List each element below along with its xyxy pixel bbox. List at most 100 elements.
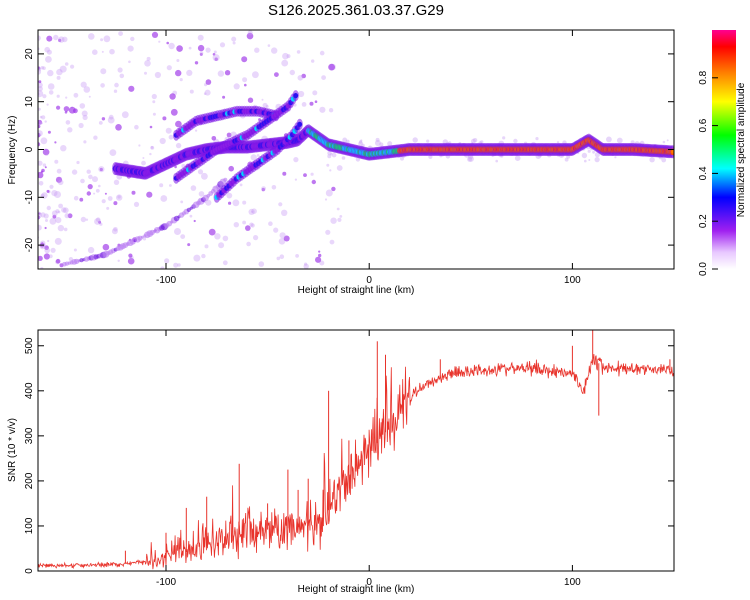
noise-speckle	[203, 92, 207, 95]
noise-speckle	[55, 217, 62, 224]
noise-speckle	[117, 259, 120, 262]
noise-speckle	[330, 217, 337, 224]
noise-speckle	[58, 36, 65, 43]
noise-speckle	[175, 120, 182, 128]
noise-speckle	[52, 214, 57, 219]
noise-speckle	[251, 208, 257, 214]
y-tick-label: 400	[24, 382, 35, 399]
noise-speckle	[94, 218, 101, 225]
noise-speckle	[211, 136, 217, 141]
noise-speckle	[38, 142, 41, 147]
ridge-rising-branch	[173, 90, 299, 184]
noise-speckle	[158, 40, 161, 43]
noise-speckle	[51, 210, 58, 217]
noise-speckle	[309, 101, 314, 106]
noise-speckle	[146, 191, 153, 198]
noise-speckle	[154, 71, 161, 79]
noise-speckle	[166, 65, 172, 71]
noise-speckle	[327, 151, 332, 156]
noise-speckle	[57, 210, 61, 214]
noise-speckle	[76, 160, 80, 165]
noise-speckle	[44, 46, 50, 53]
noise-speckle	[296, 50, 301, 54]
noise-speckle	[289, 69, 295, 76]
noise-speckle	[117, 195, 121, 199]
noise-speckle	[246, 241, 251, 247]
noise-speckle	[584, 159, 587, 163]
noise-speckle	[328, 63, 335, 71]
noise-speckle	[278, 238, 286, 245]
noise-speckle	[54, 159, 59, 164]
noise-speckle	[46, 35, 53, 42]
noise-speckle	[197, 169, 204, 175]
noise-speckle	[325, 229, 331, 235]
noise-speckle	[360, 139, 363, 142]
ridge-point	[140, 235, 144, 239]
noise-speckle	[44, 226, 47, 230]
snr-frame	[37, 329, 675, 572]
noise-speckle	[267, 44, 271, 47]
noise-speckle	[48, 254, 53, 259]
noise-speckle	[261, 187, 265, 192]
noise-speckle	[64, 62, 69, 66]
colorbar-tick-label: 0.2	[698, 214, 709, 228]
noise-speckle	[174, 165, 177, 169]
y-tick-label: 100	[24, 517, 35, 534]
noise-speckle	[92, 49, 98, 55]
noise-speckle	[144, 71, 147, 75]
noise-speckle	[47, 239, 50, 243]
colorbar: 0.0 0.2 0.4 0.6 0.8 Normalized spectral ampl…	[698, 30, 747, 276]
noise-speckle	[38, 132, 41, 138]
noise-speckle	[251, 210, 254, 213]
noise-speckle	[222, 260, 228, 266]
noise-speckle	[38, 181, 44, 186]
noise-speckle	[326, 163, 330, 167]
noise-speckle	[271, 185, 277, 190]
noise-speckle	[88, 174, 93, 180]
noise-speckle	[276, 256, 281, 261]
noise-speckle	[73, 195, 79, 201]
snr-ylabel: SNR (10 * v/v)	[7, 418, 18, 482]
noise-speckle	[233, 222, 239, 228]
y-tick-label: 500	[24, 337, 35, 354]
noise-speckle	[62, 207, 69, 214]
noise-speckle	[40, 212, 46, 218]
noise-speckle	[426, 139, 430, 143]
noise-speckle	[39, 115, 43, 119]
ridge-core	[671, 150, 674, 154]
noise-speckle	[55, 176, 63, 183]
noise-speckle	[50, 247, 56, 253]
noise-speckle	[159, 183, 164, 188]
noise-speckle	[141, 160, 146, 166]
noise-speckle	[331, 152, 337, 158]
noise-speckle	[177, 263, 181, 267]
noise-speckle	[48, 90, 54, 95]
noise-speckle	[82, 114, 88, 121]
noise-speckle	[93, 192, 96, 195]
noise-speckle	[144, 60, 151, 67]
noise-speckle	[121, 111, 129, 119]
noise-speckle	[253, 235, 259, 241]
noise-speckle	[103, 35, 111, 43]
noise-speckle	[38, 132, 41, 136]
noise-speckle	[168, 42, 175, 50]
y-tick-label: 0	[24, 146, 35, 152]
noise-speckle	[100, 68, 107, 75]
noise-speckle	[88, 95, 91, 98]
noise-speckle	[315, 256, 322, 263]
noise-speckle	[564, 157, 569, 162]
noise-speckle	[205, 79, 212, 85]
noise-speckle	[325, 189, 333, 197]
noise-speckle	[293, 157, 299, 163]
noise-speckle	[556, 141, 560, 144]
noise-speckle	[213, 50, 217, 54]
noise-speckle	[40, 66, 44, 70]
noise-speckle	[45, 56, 52, 63]
noise-speckle	[242, 220, 247, 225]
noise-speckle	[43, 213, 49, 219]
noise-speckle	[98, 121, 103, 125]
noise-speckle	[252, 71, 259, 79]
